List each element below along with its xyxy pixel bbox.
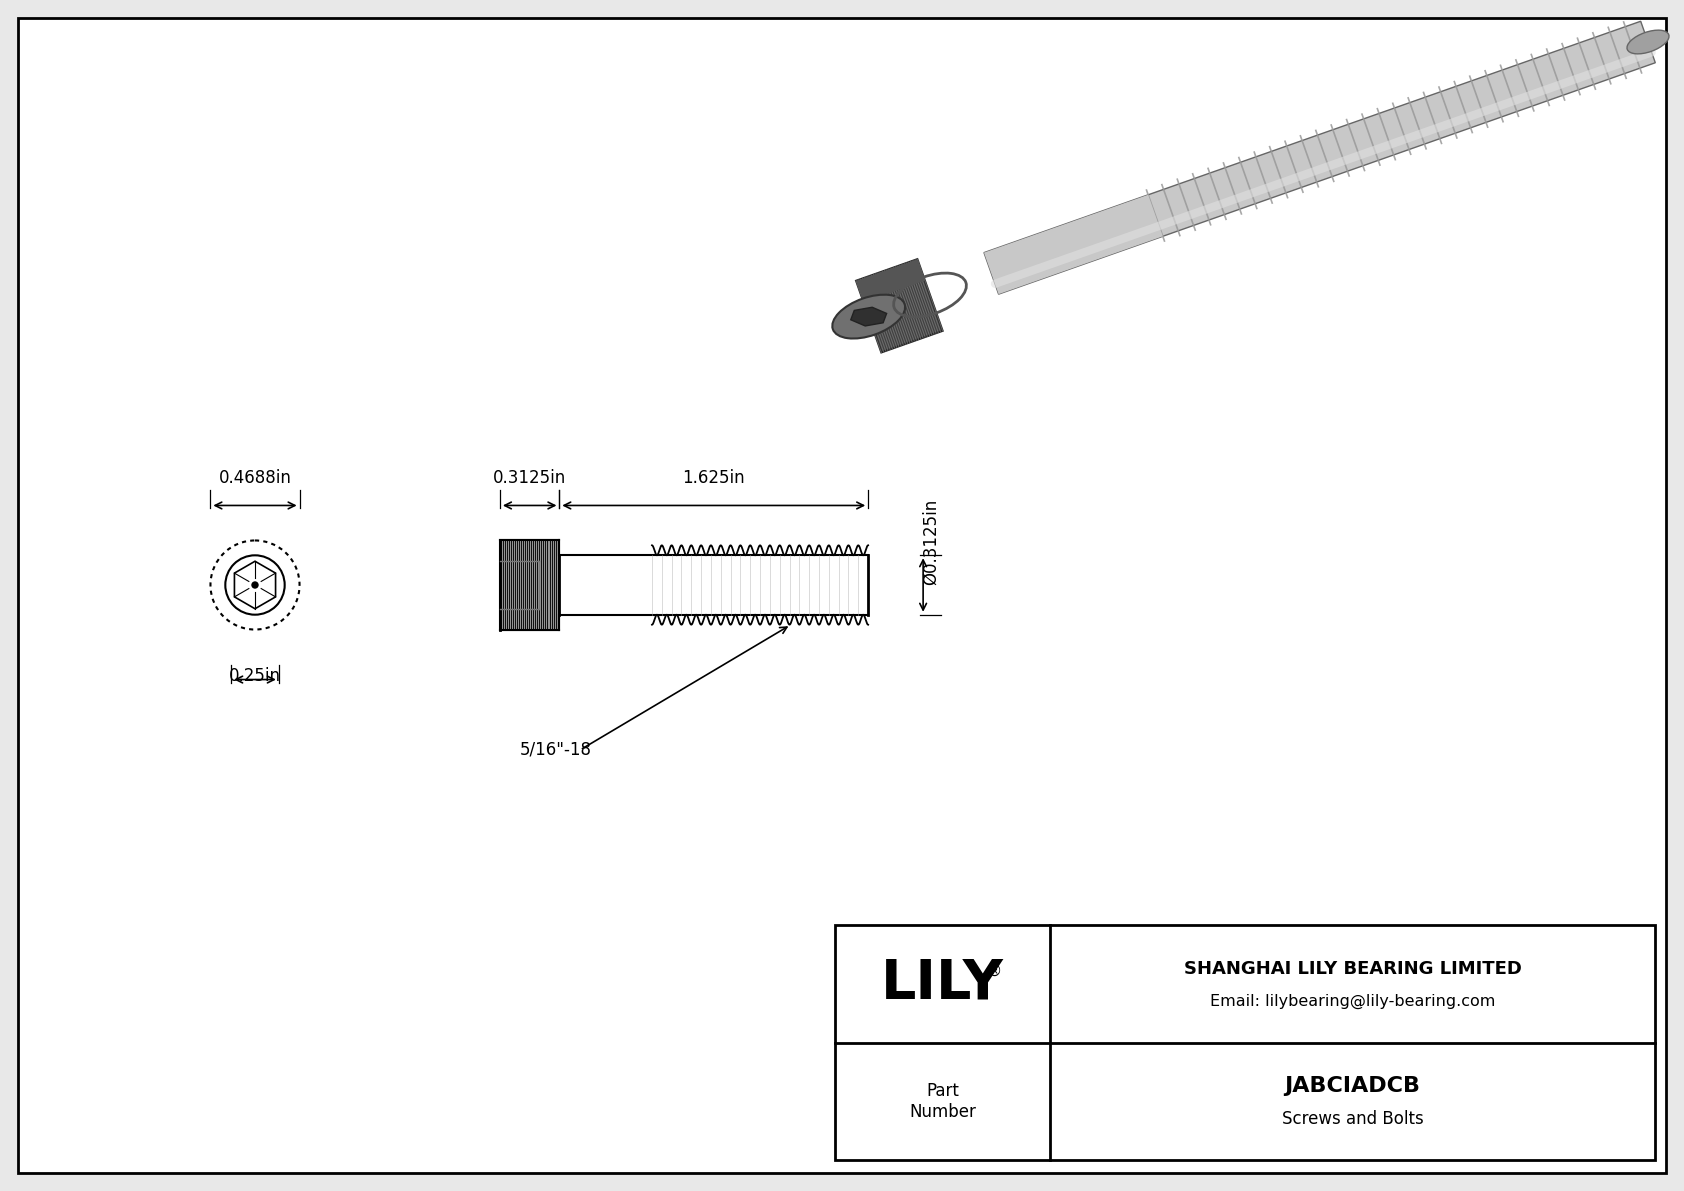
Text: LILY: LILY — [881, 956, 1004, 1011]
Polygon shape — [983, 21, 1655, 294]
Text: Email: lilybearing@lily-bearing.com: Email: lilybearing@lily-bearing.com — [1209, 994, 1495, 1009]
Ellipse shape — [1627, 30, 1669, 54]
Bar — [559, 555, 869, 615]
Bar — [835, 925, 1655, 1160]
Polygon shape — [855, 260, 943, 353]
Text: Ø0.3125in: Ø0.3125in — [923, 499, 940, 585]
Text: SHANGHAI LILY BEARING LIMITED: SHANGHAI LILY BEARING LIMITED — [1184, 960, 1521, 978]
Text: Part
Number: Part Number — [909, 1081, 977, 1121]
Ellipse shape — [832, 294, 904, 338]
Polygon shape — [850, 307, 886, 326]
Text: 0.25in: 0.25in — [229, 667, 281, 685]
Polygon shape — [983, 195, 1162, 294]
Bar — [500, 541, 559, 630]
Text: 0.3125in: 0.3125in — [493, 469, 566, 487]
Text: 0.4688in: 0.4688in — [219, 469, 291, 487]
Polygon shape — [855, 260, 925, 303]
Text: 5/16"-18: 5/16"-18 — [520, 741, 593, 759]
Text: ®: ® — [987, 965, 1002, 979]
Circle shape — [253, 582, 258, 588]
Text: Screws and Bolts: Screws and Bolts — [1282, 1110, 1423, 1128]
Text: 1.625in: 1.625in — [682, 469, 744, 487]
Text: JABCIADCB: JABCIADCB — [1285, 1077, 1421, 1096]
